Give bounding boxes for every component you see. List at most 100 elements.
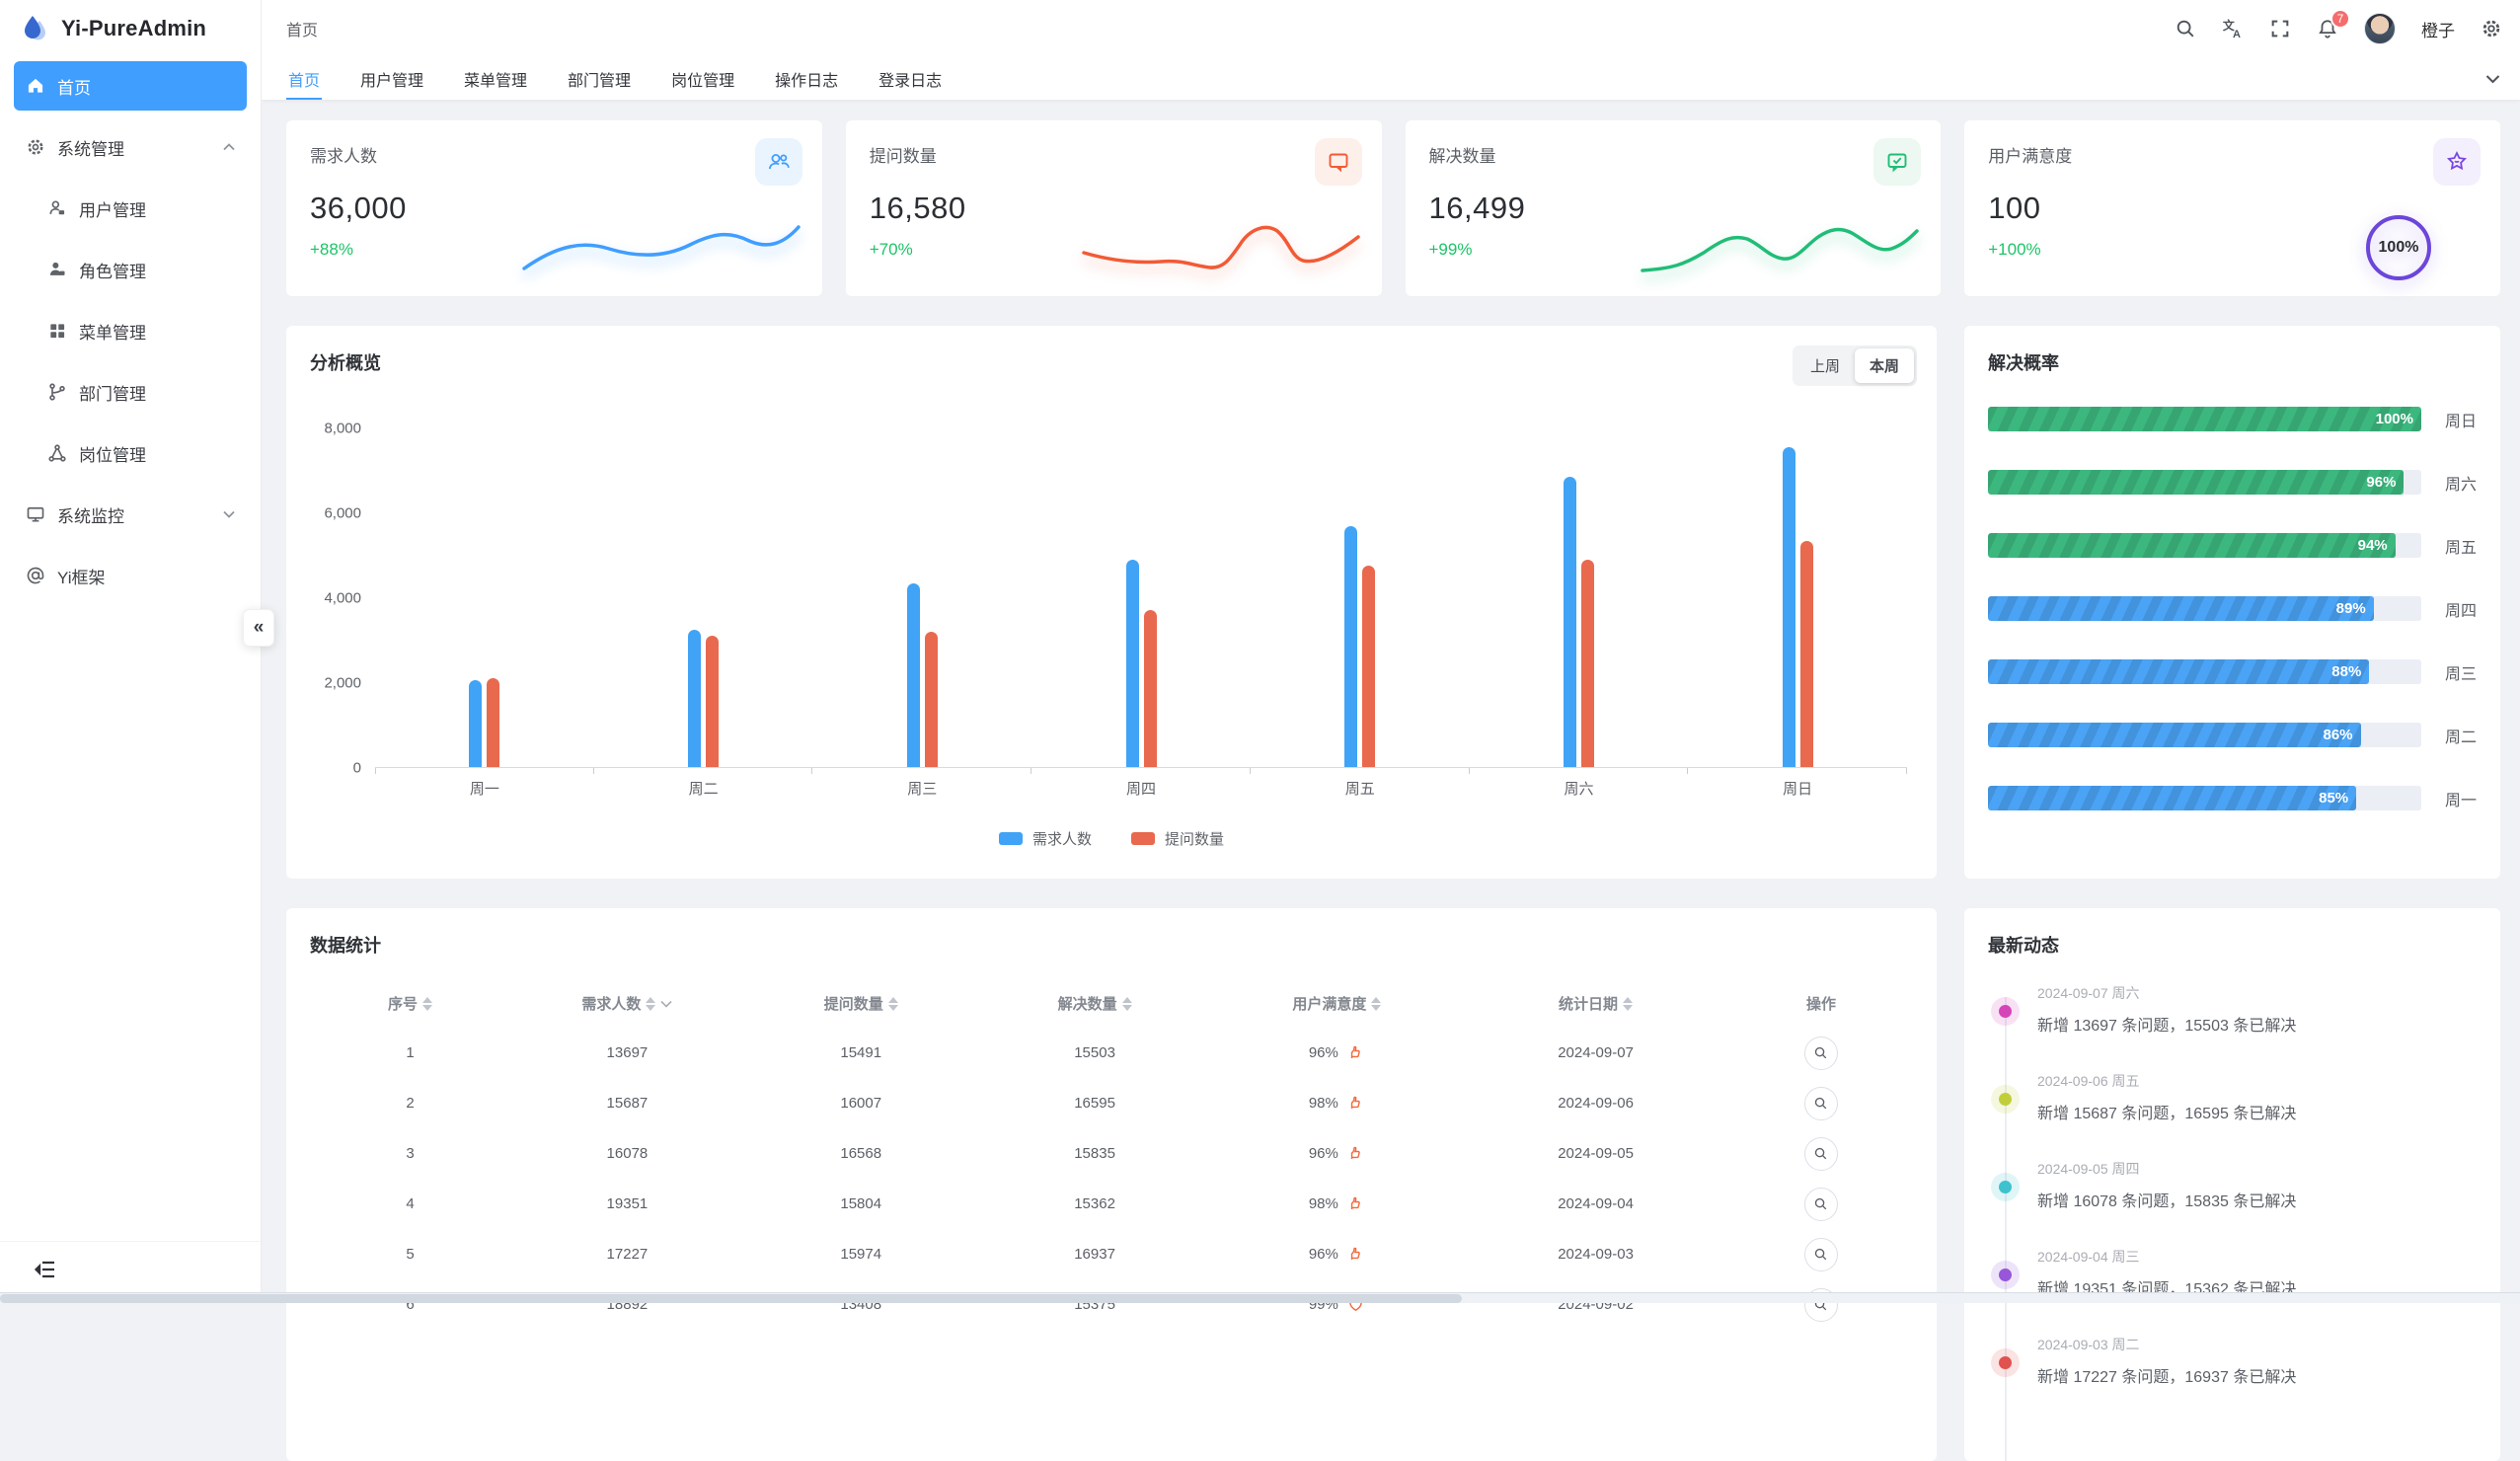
progress-fill[interactable]: 89%: [1988, 596, 2374, 621]
view-row-button[interactable]: [1804, 1238, 1838, 1271]
progress-label: 100%: [2376, 411, 2421, 427]
bar-questions[interactable]: [925, 632, 938, 767]
bar-demand[interactable]: [1564, 477, 1576, 767]
view-row-button[interactable]: [1804, 1137, 1838, 1171]
bar-questions[interactable]: [1581, 560, 1594, 767]
col-header-solved[interactable]: 解决数量: [978, 979, 1212, 1028]
timeline-dot-icon: [1999, 1269, 2012, 1281]
timeline-date: 2024-09-05 周四: [2037, 1159, 2477, 1179]
bar-questions[interactable]: [1800, 541, 1813, 767]
sort-carets-icon[interactable]: [646, 997, 655, 1011]
home-icon: [26, 76, 45, 96]
sidebar-item-home[interactable]: 首页: [14, 61, 247, 111]
star-smile-icon: [2433, 138, 2481, 186]
main-content: 需求人数 36,000 +88% 提问数量 16,580 +70% 解决数量: [262, 100, 2520, 1461]
tab-op-log[interactable]: 操作日志: [773, 57, 840, 100]
x-tick: 周六: [1470, 778, 1689, 799]
tab-post-mgmt[interactable]: 岗位管理: [669, 57, 736, 100]
sidebar-item-role-mgmt[interactable]: 角色管理: [14, 245, 247, 294]
thumbs-up-icon: [1346, 1245, 1365, 1264]
sidebar-item-label: 部门管理: [79, 380, 146, 405]
toggle-last-week[interactable]: 上周: [1795, 348, 1855, 383]
progress-label: 86%: [2324, 727, 2361, 743]
sidebar-item-yi-framework[interactable]: Yi框架: [14, 551, 247, 600]
filter-chevron-icon[interactable]: [660, 1000, 672, 1008]
search-icon[interactable]: [2175, 18, 2196, 39]
progress-fill[interactable]: 94%: [1988, 533, 2396, 558]
stat-cards-row: 需求人数 36,000 +88% 提问数量 16,580 +70% 解决数量: [286, 120, 2500, 296]
tab-home[interactable]: 首页: [286, 57, 322, 100]
col-header-satisfaction[interactable]: 用户满意度: [1211, 979, 1462, 1028]
bar-demand[interactable]: [688, 630, 701, 767]
bar-demand[interactable]: [1783, 447, 1795, 767]
sort-carets-icon[interactable]: [422, 997, 432, 1011]
bar-demand[interactable]: [907, 583, 920, 768]
bar-questions[interactable]: [1362, 566, 1375, 767]
stat-title: 提问数量: [870, 142, 1358, 167]
sidebar-item-user-mgmt[interactable]: 用户管理: [14, 184, 247, 233]
progress-fill[interactable]: 85%: [1988, 786, 2356, 810]
bar-demand[interactable]: [1126, 560, 1139, 767]
notifications-button[interactable]: 7: [2317, 18, 2338, 39]
sidebar-collapse-button[interactable]: «: [243, 609, 274, 647]
translate-icon[interactable]: 文A: [2222, 18, 2244, 39]
sidebar-item-dept-mgmt[interactable]: 部门管理: [14, 367, 247, 417]
tab-login-log[interactable]: 登录日志: [877, 57, 944, 100]
sort-carets-icon[interactable]: [888, 997, 898, 1011]
tab-dept-mgmt[interactable]: 部门管理: [566, 57, 633, 100]
bar-demand[interactable]: [1344, 526, 1357, 767]
tab-menu-mgmt[interactable]: 菜单管理: [462, 57, 529, 100]
sort-carets-icon[interactable]: [1122, 997, 1132, 1011]
progress-fill[interactable]: 100%: [1988, 407, 2421, 431]
breadcrumb[interactable]: 首页: [286, 17, 318, 40]
col-header-index[interactable]: 序号: [310, 979, 510, 1028]
view-row-button[interactable]: [1804, 1188, 1838, 1221]
sidebar-item-system-mgmt[interactable]: 系统管理: [14, 122, 247, 172]
sidebar-footer: [0, 1241, 261, 1291]
fullscreen-icon[interactable]: [2269, 18, 2291, 39]
sidebar-item-menu-mgmt[interactable]: 菜单管理: [14, 306, 247, 355]
y-tick: 6,000: [324, 505, 361, 522]
avatar[interactable]: [2364, 13, 2396, 44]
settings-gear-icon[interactable]: [2481, 18, 2502, 39]
app-logo[interactable]: Yi-PureAdmin: [0, 0, 261, 57]
timeline-item: 2024-09-03 周二 新增 17227 条问题，16937 条已解决: [1988, 1335, 2477, 1390]
view-row-button[interactable]: [1804, 1037, 1838, 1070]
col-header-questions[interactable]: 提问数量: [744, 979, 978, 1028]
sort-carets-icon[interactable]: [1623, 997, 1633, 1011]
tab-user-mgmt[interactable]: 用户管理: [358, 57, 425, 100]
fold-menu-icon[interactable]: [34, 1258, 57, 1281]
progress-fill[interactable]: 96%: [1988, 470, 2404, 495]
bar-questions[interactable]: [487, 678, 499, 767]
monitor-icon: [26, 504, 45, 524]
sort-carets-icon[interactable]: [1371, 997, 1381, 1011]
tabs-menu-button[interactable]: [2466, 57, 2520, 100]
sidebar-item-label: 首页: [57, 74, 91, 99]
legend-questions[interactable]: 提问数量: [1131, 828, 1224, 849]
sidebar-item-label: Yi框架: [57, 564, 106, 588]
bar-demand[interactable]: [469, 680, 482, 767]
user-name[interactable]: 橙子: [2421, 17, 2455, 41]
sidebar-item-post-mgmt[interactable]: 岗位管理: [14, 428, 247, 478]
legend-demand[interactable]: 需求人数: [999, 828, 1092, 849]
progress-fill[interactable]: 86%: [1988, 723, 2361, 747]
gear-icon: [26, 137, 45, 157]
col-header-demand[interactable]: 需求人数: [510, 979, 744, 1028]
sidebar-item-monitor[interactable]: 系统监控: [14, 490, 247, 539]
scrollbar-thumb[interactable]: [0, 1294, 1462, 1303]
timeline: 2024-09-07 周六 新增 13697 条问题，15503 条已解决 20…: [1988, 983, 2477, 1390]
x-tick: 周二: [594, 778, 813, 799]
col-header-date[interactable]: 统计日期: [1462, 979, 1729, 1028]
at-sign-icon: [26, 566, 45, 585]
horizontal-scrollbar[interactable]: [0, 1292, 2520, 1303]
bar-questions[interactable]: [1144, 610, 1157, 767]
progress-fill[interactable]: 88%: [1988, 659, 2369, 684]
toggle-this-week[interactable]: 本周: [1855, 348, 1914, 383]
progress-track: 100%: [1988, 407, 2421, 431]
bar-questions[interactable]: [706, 636, 719, 767]
table-title: 数据统计: [310, 932, 1913, 958]
y-tick: 0: [353, 760, 361, 777]
bar-group-fri: [1251, 428, 1470, 767]
view-row-button[interactable]: [1804, 1087, 1838, 1120]
